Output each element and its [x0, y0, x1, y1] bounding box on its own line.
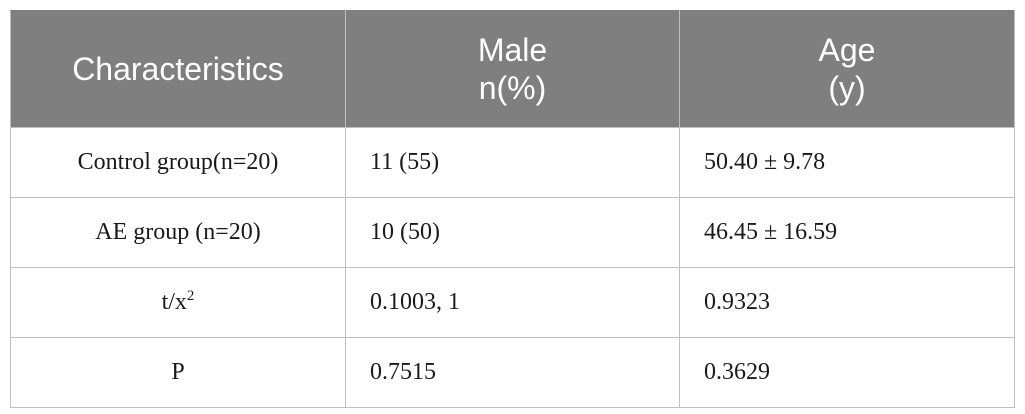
- cell-age-ae-group: 46.45 ± 16.59: [679, 197, 1015, 268]
- header-row: Characteristics Male n(%) Age (y): [10, 10, 1015, 128]
- test-statistic-superscript: 2: [186, 288, 195, 304]
- cell-male-test-statistic: 0.1003, 1: [345, 267, 680, 338]
- header-age-line2: (y): [828, 70, 866, 106]
- table-body: Control group(n=20) 11 (55) 50.40 ± 9.78…: [10, 127, 1015, 408]
- cell-male-ae-group: 10 (50): [345, 197, 680, 268]
- header-age: Age (y): [679, 10, 1015, 128]
- table-row: t/x2 0.1003, 1 0.9323: [10, 267, 1015, 338]
- header-age-line1: Age: [818, 32, 876, 68]
- cell-age-p-value: 0.3629: [679, 337, 1015, 408]
- cell-male-p-value: 0.7515: [345, 337, 680, 408]
- row-label-test-statistic: t/x2: [10, 267, 346, 338]
- cell-age-test-statistic: 0.9323: [679, 267, 1015, 338]
- header-male-line2: n(%): [478, 70, 547, 106]
- table-row: P 0.7515 0.3629: [10, 337, 1015, 408]
- row-label-ae-group: AE group (n=20): [10, 197, 346, 268]
- row-label-p-value: P: [10, 337, 346, 408]
- test-statistic-base: t/x: [161, 289, 187, 315]
- header-characteristics: Characteristics: [10, 10, 346, 128]
- row-label-control-group: Control group(n=20): [10, 127, 346, 198]
- characteristics-table-container: Characteristics Male n(%) Age (y) Contro…: [10, 10, 1015, 408]
- table-row: AE group (n=20) 10 (50) 46.45 ± 16.59: [10, 197, 1015, 268]
- cell-age-control-group: 50.40 ± 9.78: [679, 127, 1015, 198]
- table-header: Characteristics Male n(%) Age (y): [10, 10, 1015, 128]
- characteristics-table: Characteristics Male n(%) Age (y) Contro…: [10, 10, 1015, 408]
- cell-male-control-group: 11 (55): [345, 127, 680, 198]
- header-male: Male n(%): [345, 10, 680, 128]
- header-male-line1: Male: [477, 32, 548, 68]
- table-row: Control group(n=20) 11 (55) 50.40 ± 9.78: [10, 127, 1015, 198]
